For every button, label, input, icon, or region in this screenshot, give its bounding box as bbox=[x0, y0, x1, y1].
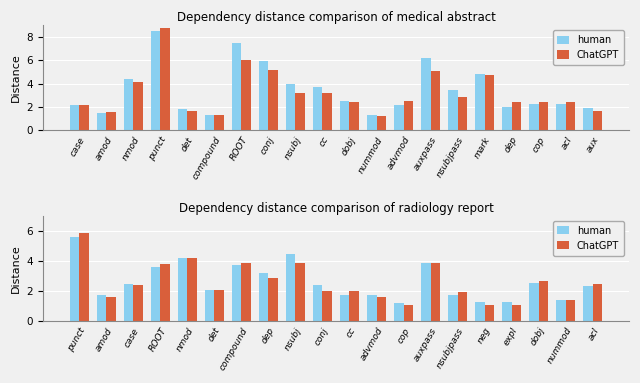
Bar bbox=[593, 284, 602, 321]
Bar bbox=[124, 284, 133, 321]
Bar bbox=[539, 282, 548, 321]
Bar bbox=[556, 103, 566, 130]
Bar bbox=[349, 291, 359, 321]
Bar bbox=[556, 300, 566, 321]
Bar bbox=[97, 113, 106, 130]
Bar bbox=[583, 108, 593, 130]
Bar bbox=[323, 291, 332, 321]
Bar bbox=[566, 102, 575, 130]
Bar bbox=[178, 258, 188, 321]
Bar bbox=[404, 305, 413, 321]
Bar bbox=[593, 111, 602, 130]
Bar bbox=[268, 70, 278, 130]
Bar bbox=[313, 285, 323, 321]
Bar bbox=[241, 60, 251, 130]
Bar bbox=[484, 305, 494, 321]
Bar bbox=[431, 264, 440, 321]
Bar bbox=[539, 102, 548, 130]
Bar bbox=[160, 28, 170, 130]
Bar bbox=[97, 295, 106, 321]
Bar bbox=[323, 93, 332, 130]
Bar bbox=[458, 97, 467, 130]
Bar bbox=[124, 79, 133, 130]
Bar bbox=[367, 295, 376, 321]
Legend: human, ChatGPT: human, ChatGPT bbox=[552, 221, 624, 255]
Bar bbox=[340, 101, 349, 130]
Bar bbox=[268, 278, 278, 321]
Bar bbox=[313, 87, 323, 130]
Bar bbox=[340, 295, 349, 321]
Bar bbox=[296, 93, 305, 130]
Bar bbox=[188, 258, 196, 321]
Bar bbox=[367, 115, 376, 130]
Bar bbox=[512, 305, 521, 321]
Bar bbox=[421, 264, 431, 321]
Bar bbox=[259, 62, 268, 130]
Bar bbox=[205, 290, 214, 321]
Bar bbox=[178, 110, 188, 130]
Bar bbox=[286, 254, 296, 321]
Bar bbox=[79, 232, 88, 321]
Legend: human, ChatGPT: human, ChatGPT bbox=[552, 30, 624, 65]
Bar bbox=[151, 31, 160, 130]
Bar bbox=[133, 285, 143, 321]
Bar bbox=[286, 83, 296, 130]
Bar bbox=[232, 43, 241, 130]
Bar bbox=[475, 302, 484, 321]
Bar bbox=[484, 75, 494, 130]
Bar bbox=[475, 74, 484, 130]
Bar bbox=[431, 71, 440, 130]
Bar bbox=[205, 115, 214, 130]
Bar bbox=[79, 105, 88, 130]
Bar bbox=[160, 264, 170, 321]
Bar bbox=[133, 82, 143, 130]
Bar bbox=[214, 290, 224, 321]
Bar bbox=[70, 105, 79, 130]
Bar bbox=[349, 102, 359, 130]
Bar bbox=[583, 286, 593, 321]
Y-axis label: Distance: Distance bbox=[11, 54, 21, 102]
Bar bbox=[376, 116, 386, 130]
Bar bbox=[394, 303, 404, 321]
Bar bbox=[502, 302, 512, 321]
Bar bbox=[404, 101, 413, 130]
Bar bbox=[529, 283, 539, 321]
Bar bbox=[421, 58, 431, 130]
Bar bbox=[448, 90, 458, 130]
Bar bbox=[106, 297, 116, 321]
Bar bbox=[512, 102, 521, 130]
Bar bbox=[241, 264, 251, 321]
Bar bbox=[232, 265, 241, 321]
Title: Dependency distance comparison of radiology report: Dependency distance comparison of radiol… bbox=[179, 202, 493, 215]
Bar bbox=[458, 292, 467, 321]
Bar bbox=[448, 295, 458, 321]
Bar bbox=[502, 107, 512, 130]
Bar bbox=[70, 237, 79, 321]
Bar bbox=[394, 105, 404, 130]
Bar bbox=[296, 264, 305, 321]
Title: Dependency distance comparison of medical abstract: Dependency distance comparison of medica… bbox=[177, 11, 495, 24]
Bar bbox=[106, 112, 116, 130]
Bar bbox=[529, 103, 539, 130]
Bar bbox=[188, 111, 196, 130]
Bar bbox=[376, 297, 386, 321]
Bar bbox=[214, 115, 224, 130]
Bar bbox=[259, 273, 268, 321]
Bar bbox=[151, 267, 160, 321]
Bar bbox=[566, 300, 575, 321]
Y-axis label: Distance: Distance bbox=[11, 244, 21, 293]
